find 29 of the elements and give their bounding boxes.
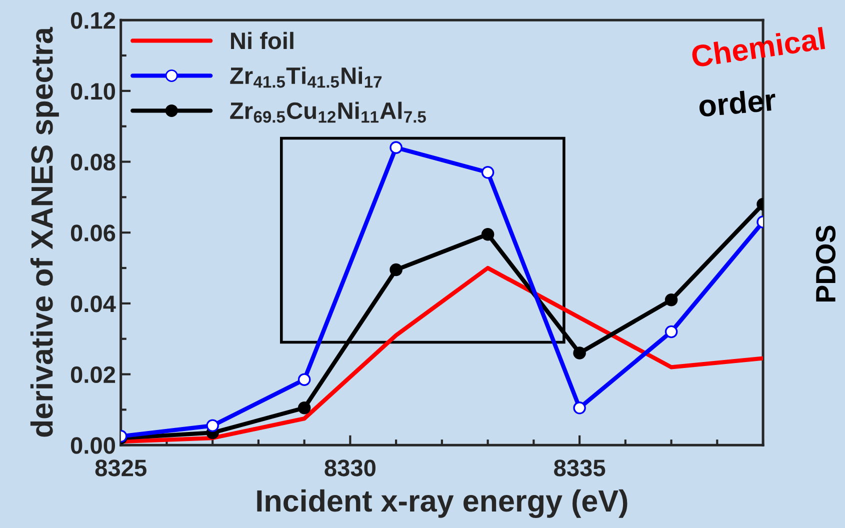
x-tick-label: 8325 bbox=[95, 460, 146, 476]
legend-label: Zr$_{41.5}$Ti$_{41.5}$Ni$_{17}$ bbox=[230, 66, 382, 88]
x-tick-label: 8330 bbox=[324, 460, 376, 476]
point bbox=[390, 263, 402, 276]
point bbox=[206, 419, 219, 432]
x-tick-label: 8335 bbox=[554, 460, 606, 476]
y-tick-label: 0.00 bbox=[70, 437, 116, 454]
point bbox=[664, 293, 678, 306]
point bbox=[573, 402, 586, 414]
y-tick-label: 0.02 bbox=[70, 366, 116, 384]
point bbox=[573, 346, 586, 360]
annotation: Chemical bbox=[690, 26, 826, 68]
point bbox=[390, 141, 402, 154]
point bbox=[481, 166, 494, 179]
annotation: order bbox=[698, 88, 776, 118]
point bbox=[481, 228, 494, 241]
y-tick-label: 0.08 bbox=[70, 154, 116, 171]
legend-label: Zr$_{69.5}$Cu$_{12}$Ni$_{11}$Al$_{7.5}$ bbox=[230, 102, 426, 123]
y-tick-label: 0.10 bbox=[70, 82, 116, 100]
y-axis-title: derivative of XANES spectra bbox=[30, 26, 59, 437]
y-tick-label: 0.06 bbox=[70, 224, 116, 242]
text: PDOS bbox=[816, 226, 836, 302]
point bbox=[664, 325, 678, 338]
legend-label: Ni foil bbox=[231, 32, 294, 50]
point bbox=[298, 402, 311, 414]
y-tick-label: 0.04 bbox=[70, 295, 116, 312]
y-tick-label: 0.12 bbox=[70, 12, 116, 29]
x-axis-title: Incident x-ray energy (eV) bbox=[257, 489, 628, 518]
point bbox=[298, 373, 311, 386]
